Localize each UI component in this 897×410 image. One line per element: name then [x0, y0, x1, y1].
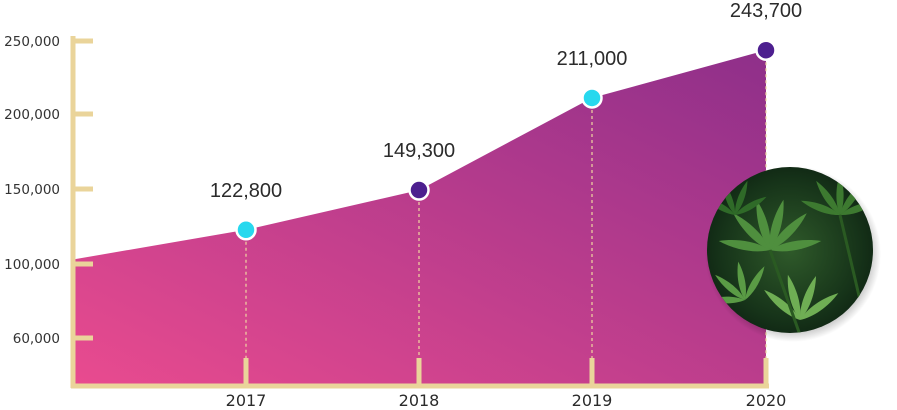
data-point-2019	[581, 87, 603, 109]
data-label-2020: 243,700	[730, 0, 802, 22]
y-tick-label-60,000: 60,000	[13, 331, 60, 347]
cannabis-leaves-photo	[705, 166, 881, 342]
data-label-2019: 211,000	[557, 48, 628, 70]
data-label-2018: 149,300	[383, 140, 455, 162]
x-tick-label-2020: 2020	[746, 391, 787, 410]
y-tick-label-200,000: 200,000	[4, 107, 60, 123]
x-tick-label-2019: 2019	[572, 391, 613, 410]
y-tick-label-100,000: 100,000	[4, 257, 60, 273]
data-markers	[235, 39, 777, 241]
y-tick-label-150,000: 150,000	[4, 182, 60, 198]
axes	[70, 36, 769, 389]
data-point-2017	[235, 219, 257, 241]
x-tick-labels: 2017 2018 2019 2020	[226, 391, 787, 410]
area-fill	[73, 50, 766, 385]
data-label-2017: 122,800	[210, 180, 282, 202]
data-point-2018	[408, 179, 430, 201]
y-tick-label-250,000: 250,000	[4, 34, 60, 50]
x-tick-label-2018: 2018	[399, 391, 440, 410]
guide-lines	[245, 50, 767, 385]
data-point-2020	[755, 39, 777, 61]
x-tick-label-2017: 2017	[226, 391, 267, 410]
data-labels: 122,800 149,300 211,000 243,700	[210, 0, 802, 202]
y-tick-labels: 60,000 100,000 150,000 200,000 250,000	[4, 34, 60, 347]
